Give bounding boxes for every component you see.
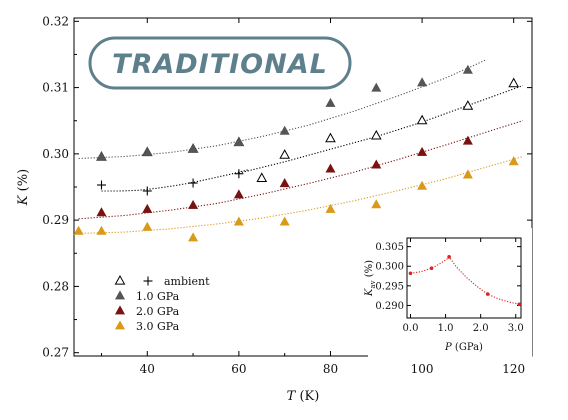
p1-point-5 <box>325 97 336 107</box>
p3-point-2 <box>142 221 153 231</box>
inset-y-tick-label-0: 0.290 <box>375 301 404 312</box>
ambient_open-point-10 <box>508 77 520 88</box>
y-tick-label-3: 0.30 <box>42 147 69 161</box>
p1-point-1 <box>142 146 153 156</box>
inset-x-tick-label-0: 0.0 <box>403 323 419 334</box>
badge-frame <box>88 36 352 90</box>
x-axis-label-unit: (K) <box>295 389 319 404</box>
p3-point-6 <box>325 203 336 213</box>
p3-point-9 <box>462 169 473 179</box>
inset-x-tick-label-1: 1.0 <box>438 323 454 334</box>
p1-point-6 <box>371 82 382 92</box>
ambient_open-point-7 <box>370 129 382 140</box>
ambient_open-point-6 <box>325 132 336 143</box>
ambient_plus-point-1 <box>142 186 152 196</box>
x-tick-label-2: 80 <box>323 362 338 376</box>
y-tick-label-1: 0.28 <box>42 279 69 293</box>
legend: ambient 1.0 GPa 2.0 GPa 3.0 GPa <box>114 274 210 333</box>
p2-point-4 <box>279 178 290 188</box>
p2-point-7 <box>417 146 428 156</box>
p1-point-4 <box>279 125 290 135</box>
inset-y-tick-label-2: 0.300 <box>375 262 404 273</box>
inset-x-tick-label-3: 3.0 <box>508 323 524 334</box>
fit_ambient_open-curve <box>238 85 523 174</box>
inset-point-1 <box>429 266 434 270</box>
p2-point-6 <box>371 159 382 169</box>
y-axis-label: K (%) <box>16 169 31 206</box>
legend-label-0: ambient <box>164 275 210 288</box>
fit_ambient_low-curve <box>101 169 249 192</box>
fit_p3-curve <box>78 155 523 234</box>
p3-point-5 <box>279 216 290 226</box>
legend-label-1: 1.0 GPa <box>136 290 180 303</box>
p2-point-0 <box>96 207 107 217</box>
inset-point-0 <box>408 271 413 276</box>
badge-text: TRADITIONAL <box>112 49 328 80</box>
inset-x-tick-label-2: 2.0 <box>473 323 489 334</box>
inset-y-axis-label-sub: av <box>369 280 377 288</box>
p2-point-5 <box>325 163 336 173</box>
y-tick-label-2: 0.29 <box>42 213 69 227</box>
p3-point-0 <box>73 225 84 235</box>
legend-marker-1 <box>114 290 126 300</box>
x-axis-label-var: T <box>287 389 297 404</box>
ambient_plus-point-0 <box>96 180 106 190</box>
p3-point-3 <box>188 232 199 242</box>
p2-point-2 <box>188 199 199 209</box>
p1-point-8 <box>462 64 473 74</box>
x-tick-label-3: 100 <box>411 362 434 376</box>
ambient_plus-point-3 <box>234 169 244 179</box>
p3-point-10 <box>508 156 519 166</box>
inset-y-tick-label-1: 0.295 <box>375 281 404 292</box>
traditional-badge: TRADITIONAL <box>88 36 352 90</box>
y-tick-label-0: 0.27 <box>42 346 69 360</box>
p3-point-4 <box>233 216 244 226</box>
legend-marker-plus <box>143 276 153 286</box>
ambient_open-point-8 <box>416 114 428 125</box>
y-axis-label-unit: (%) <box>16 169 31 196</box>
inset-plot: 0.0 1.0 2.0 3.0 0.290 0.295 0.300 0.305 P (GPa) K… <box>364 228 532 362</box>
p2-point-3 <box>233 189 244 199</box>
x-tick-label-0: 40 <box>140 362 155 376</box>
p2-point-1 <box>142 203 153 213</box>
inset-y-axis-label-unit: (%) <box>364 260 375 281</box>
inset-y-axis-label-var: K <box>364 288 375 297</box>
ambient_open-point-9 <box>462 100 474 110</box>
x-axis-label: T (K) <box>287 389 320 404</box>
inset-y-axis-label: Kav (%) <box>364 260 377 297</box>
legend-marker-open <box>114 274 126 285</box>
p1-point-3 <box>233 136 244 146</box>
main-plot: 40 60 80 100 120 0.27 0.28 0.29 0.30 0.31 0.32 T (K… <box>16 14 533 404</box>
fit_p2-curve <box>78 120 523 220</box>
inset-y-tick-label-3: 0.305 <box>375 242 404 253</box>
x-tick-label-1: 60 <box>231 362 246 376</box>
p3-point-1 <box>96 225 107 235</box>
ambient_open-point-5 <box>279 149 291 159</box>
p3-point-7 <box>371 199 382 209</box>
inset-point-3 <box>485 292 490 296</box>
y-tick-label-5: 0.32 <box>42 14 69 28</box>
y-tick-label-4: 0.31 <box>42 81 69 95</box>
inset-x-axis-label-var: P <box>444 342 452 353</box>
x-tick-label-4: 120 <box>502 362 525 376</box>
inset-x-axis-label-unit: (GPa) <box>452 342 483 353</box>
p3-point-8 <box>417 180 428 190</box>
legend-label-3: 3.0 GPa <box>136 320 180 333</box>
inset-point-4 <box>517 302 522 307</box>
p2-point-8 <box>462 135 473 145</box>
y-axis-label-var: K <box>16 194 31 206</box>
p1-point-2 <box>188 143 199 153</box>
p1-point-0 <box>96 151 107 161</box>
ambient_open-point-4 <box>256 172 268 182</box>
legend-marker-3 <box>114 320 126 330</box>
ambient_plus-point-2 <box>188 178 198 188</box>
inset-background <box>368 228 532 362</box>
inset-frame <box>406 237 522 319</box>
legend-label-2: 2.0 GPa <box>136 305 180 318</box>
p1-point-7 <box>417 77 428 87</box>
inset-x-axis-label: P (GPa) <box>444 342 483 353</box>
inset-point-2 <box>447 255 451 259</box>
legend-marker-2 <box>114 305 126 315</box>
